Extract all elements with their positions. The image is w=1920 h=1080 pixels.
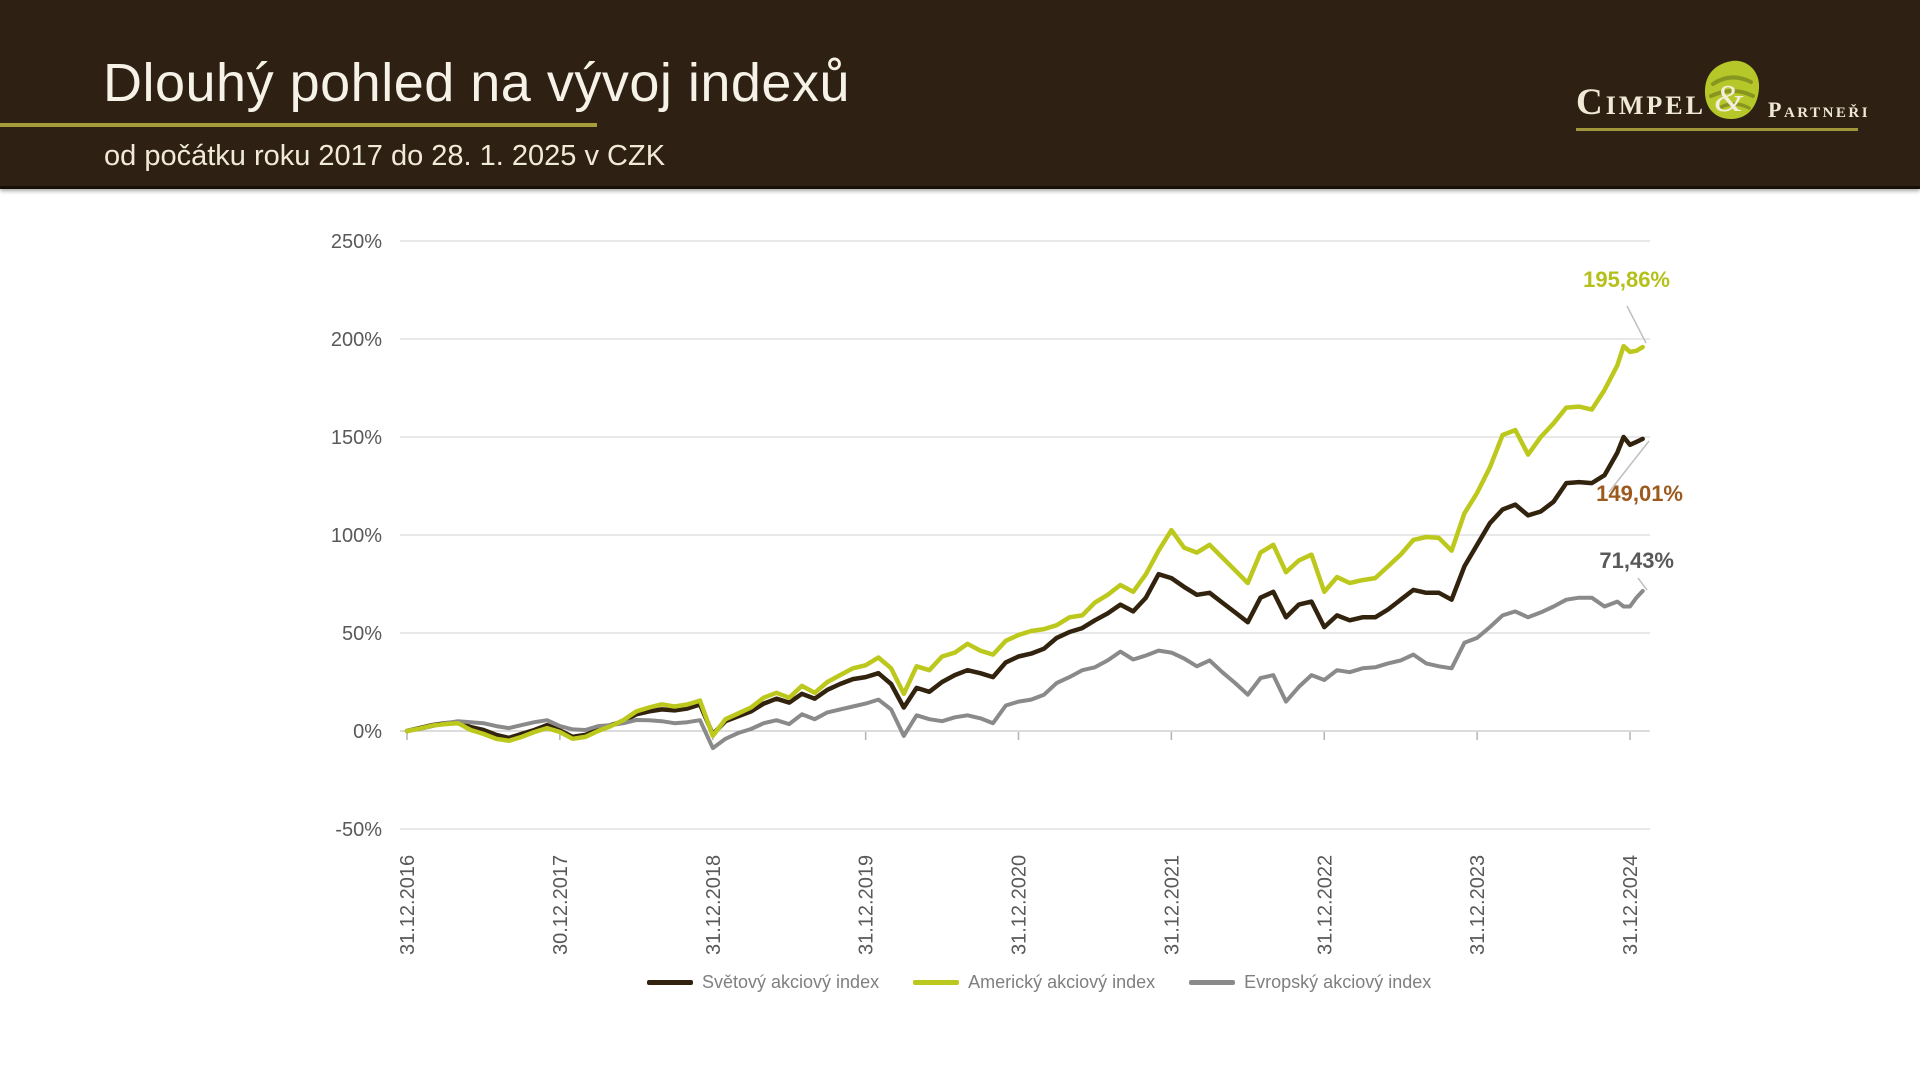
x-tick-label: 31.12.2020 bbox=[1009, 855, 1031, 955]
y-tick-label: 250% bbox=[331, 231, 382, 253]
y-tick-label: -50% bbox=[335, 819, 382, 841]
legend-label-european: Evropský akciový index bbox=[1244, 972, 1432, 992]
x-tick-label: 30.12.2017 bbox=[550, 855, 572, 955]
y-tick-label: 100% bbox=[331, 525, 382, 547]
legend-swatch-european bbox=[1189, 980, 1236, 985]
legend-item-american: Americký akciový index bbox=[913, 972, 1155, 993]
header: Dlouhý pohled na vývoj indexů od počátku… bbox=[0, 0, 1920, 189]
annotation-leader-2 bbox=[1637, 577, 1648, 591]
annotation-world-final: 149,01% bbox=[1596, 481, 1683, 506]
chart-legend: Světový akciový index Americký akciový i… bbox=[647, 972, 1431, 993]
x-tick-label: 31.12.2019 bbox=[856, 855, 878, 955]
logo-leaf-icon bbox=[1704, 60, 1760, 119]
y-tick-label: 150% bbox=[331, 427, 382, 449]
legend-item-european: Evropský akciový index bbox=[1189, 972, 1431, 993]
x-tick-label: 31.12.2018 bbox=[703, 855, 725, 955]
y-tick-label: 50% bbox=[342, 623, 382, 645]
logo-underline bbox=[1576, 128, 1858, 131]
legend-swatch-world bbox=[647, 980, 693, 985]
series-line-european bbox=[405, 589, 1645, 751]
x-tick-label: 31.12.2024 bbox=[1620, 855, 1642, 955]
legend-label-american: Americký akciový index bbox=[968, 972, 1156, 992]
annotation-leader-1 bbox=[1626, 305, 1647, 344]
logo-ampersand: & bbox=[1714, 78, 1744, 120]
x-tick-label: 31.12.2016 bbox=[397, 855, 419, 955]
logo-name: Cimpel bbox=[1576, 82, 1706, 123]
page-title: Dlouhý pohled na vývoj indexů bbox=[103, 53, 850, 113]
annotation-leader-0 bbox=[1608, 440, 1650, 493]
y-tick-label: 0% bbox=[353, 721, 382, 743]
page-subtitle: od počátku roku 2017 do 28. 1. 2025 v CZ… bbox=[104, 140, 666, 172]
x-tick-label: 31.12.2021 bbox=[1161, 855, 1183, 955]
legend-label-world: Světový akciový index bbox=[702, 972, 880, 992]
title-underline bbox=[0, 123, 597, 127]
series-line-american bbox=[404, 343, 1645, 744]
legend-swatch-american bbox=[913, 980, 960, 985]
series-line-world bbox=[404, 434, 1645, 741]
y-tick-label: 200% bbox=[331, 329, 382, 351]
logo-suffix: Partneři bbox=[1768, 97, 1871, 122]
annotation-european-final: 71,43% bbox=[1599, 548, 1674, 573]
annotation-american-final: 195,86% bbox=[1583, 267, 1670, 292]
x-tick-label: 31.12.2022 bbox=[1314, 855, 1336, 955]
legend-item-world: Světový akciový index bbox=[647, 972, 879, 993]
company-logo: Cimpel & Partneři bbox=[1570, 55, 1870, 135]
x-tick-label: 31.12.2023 bbox=[1467, 855, 1489, 955]
